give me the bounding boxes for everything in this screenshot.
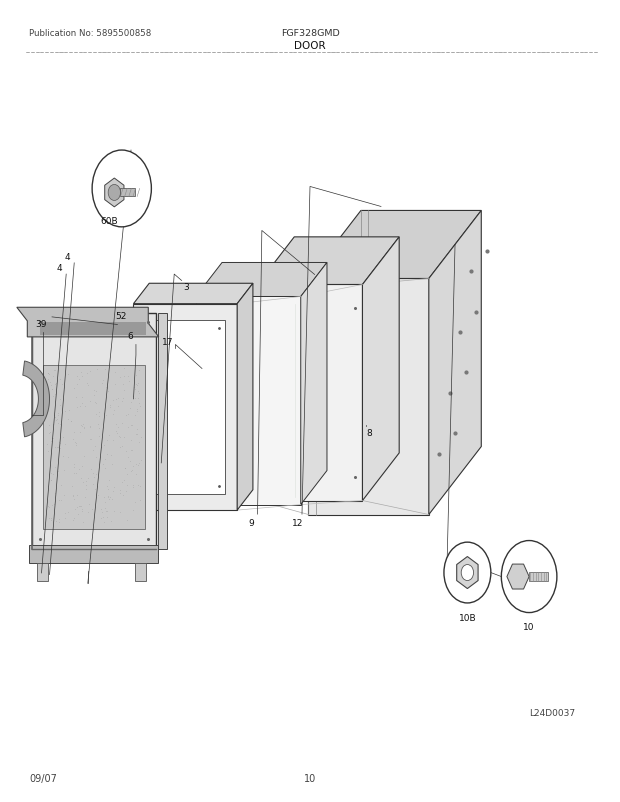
Text: L24D0037: L24D0037 xyxy=(529,707,575,717)
Circle shape xyxy=(502,541,557,613)
Text: 10: 10 xyxy=(523,622,535,631)
Bar xyxy=(157,314,167,549)
Polygon shape xyxy=(301,263,327,505)
Text: Publication No: 5895500858: Publication No: 5895500858 xyxy=(29,29,151,38)
Polygon shape xyxy=(146,320,225,495)
Text: DOOR: DOOR xyxy=(294,42,326,51)
Polygon shape xyxy=(23,362,50,437)
Polygon shape xyxy=(507,565,529,589)
Bar xyxy=(120,189,135,197)
Text: 09/07: 09/07 xyxy=(29,773,57,783)
Polygon shape xyxy=(309,279,429,515)
Text: 12: 12 xyxy=(292,518,303,528)
Polygon shape xyxy=(257,237,399,286)
Text: 3: 3 xyxy=(184,283,189,292)
Text: 8: 8 xyxy=(367,428,373,437)
Polygon shape xyxy=(43,366,144,529)
Polygon shape xyxy=(32,314,156,549)
Text: eReplacementParts.com: eReplacementParts.com xyxy=(242,408,378,418)
Bar xyxy=(37,564,48,581)
Circle shape xyxy=(108,185,120,201)
Text: 52: 52 xyxy=(115,312,127,321)
Text: 4: 4 xyxy=(65,253,71,262)
Polygon shape xyxy=(17,308,159,338)
Circle shape xyxy=(444,542,491,603)
Polygon shape xyxy=(309,211,481,279)
Polygon shape xyxy=(105,179,124,208)
Text: 4: 4 xyxy=(56,264,62,273)
Polygon shape xyxy=(257,286,363,501)
Bar xyxy=(135,564,146,581)
Text: FGF328GMD: FGF328GMD xyxy=(281,29,339,38)
Polygon shape xyxy=(196,297,301,505)
Polygon shape xyxy=(237,284,253,511)
Text: 9: 9 xyxy=(249,518,254,528)
Circle shape xyxy=(461,565,474,581)
Text: 39: 39 xyxy=(35,320,47,329)
Polygon shape xyxy=(457,557,478,589)
Polygon shape xyxy=(363,237,399,501)
Polygon shape xyxy=(40,323,146,336)
Text: 17: 17 xyxy=(161,338,173,346)
Polygon shape xyxy=(29,545,157,564)
Polygon shape xyxy=(196,263,327,297)
Bar xyxy=(529,572,547,581)
Circle shape xyxy=(92,151,151,228)
Polygon shape xyxy=(429,211,481,515)
Text: 10: 10 xyxy=(304,773,316,783)
Text: 60B: 60B xyxy=(100,217,118,226)
Text: 10B: 10B xyxy=(459,613,476,622)
Polygon shape xyxy=(133,284,253,304)
Polygon shape xyxy=(133,304,237,511)
Text: 6: 6 xyxy=(127,332,133,341)
